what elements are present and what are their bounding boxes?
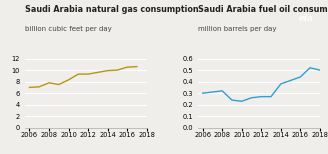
Text: eia: eia [299, 14, 314, 22]
Text: Saudi Arabia natural gas consumption: Saudi Arabia natural gas consumption [25, 5, 198, 14]
Text: Saudi Arabia fuel oil consumption: Saudi Arabia fuel oil consumption [198, 5, 328, 14]
Text: billion cubic feet per day: billion cubic feet per day [25, 26, 111, 32]
Text: million barrels per day: million barrels per day [198, 26, 276, 32]
